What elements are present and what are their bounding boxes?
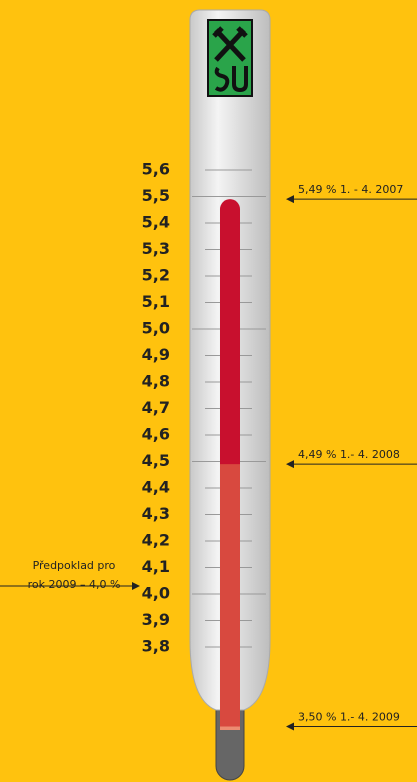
value-label: 5,49 % 1. - 4. 2007 <box>298 183 403 196</box>
y-tick-label: 5,2 <box>142 266 170 285</box>
mercury-level <box>220 727 240 731</box>
y-tick-label: 4,6 <box>142 425 170 444</box>
value-label: 3,50 % 1.- 4. 2009 <box>298 711 400 724</box>
annotation-text: Předpoklad pro <box>33 559 116 572</box>
y-tick-label: 5,6 <box>142 160 170 179</box>
logo <box>208 20 252 96</box>
y-tick-label: 4,7 <box>142 398 170 417</box>
y-tick-label: 4,4 <box>142 478 170 497</box>
value-label: 4,49 % 1.- 4. 2008 <box>298 448 400 461</box>
mercury-level <box>220 464 240 730</box>
y-tick-label: 4,5 <box>142 451 170 470</box>
y-tick-label: 5,0 <box>142 319 170 338</box>
y-tick-label: 4,0 <box>142 584 170 603</box>
y-tick-label: 4,3 <box>142 504 170 523</box>
y-tick-label: 4,8 <box>142 372 170 391</box>
y-tick-label: 5,4 <box>142 213 170 232</box>
y-tick-label: 4,1 <box>142 557 170 576</box>
annotation-text: rok 2009 – 4,0 % <box>28 578 121 591</box>
y-tick-label: 5,3 <box>142 239 170 258</box>
y-tick-label: 5,5 <box>142 186 170 205</box>
y-tick-label: 4,9 <box>142 345 170 364</box>
y-tick-label: 3,9 <box>142 610 170 629</box>
y-tick-label: 4,2 <box>142 531 170 550</box>
y-tick-label: 5,1 <box>142 292 170 311</box>
y-tick-label: 3,8 <box>142 637 170 656</box>
chart: 5,6 5,5 5,4 5,3 5,2 5,1 5,0 4,9 4,8 4,7 4,6 4,5 4,4 4… <box>0 0 417 782</box>
